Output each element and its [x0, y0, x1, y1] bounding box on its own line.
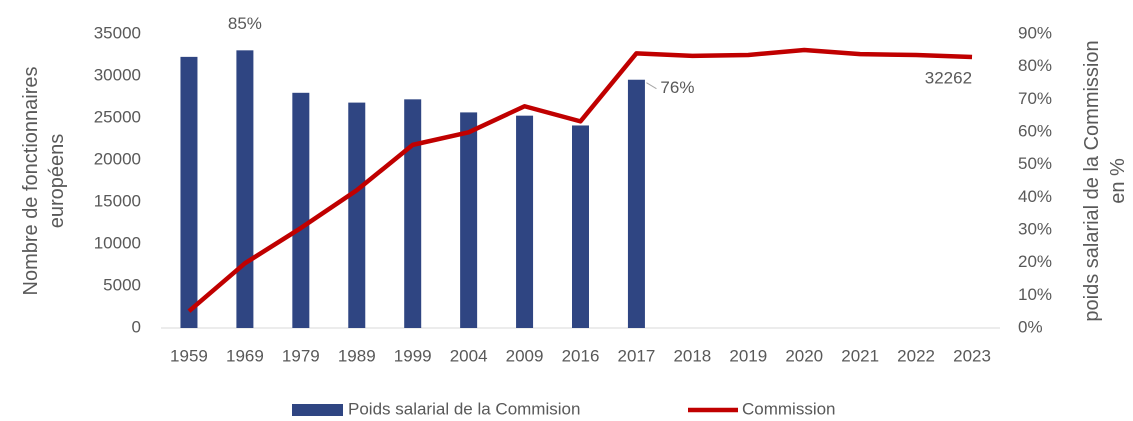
- bar: [236, 50, 254, 328]
- y-tick-label: 5000: [103, 275, 141, 294]
- y2-tick-label: 50%: [1018, 154, 1052, 173]
- x-tick-label: 2017: [618, 346, 656, 365]
- x-tick-label: 2023: [953, 346, 991, 365]
- x-tick-label: 2020: [785, 346, 823, 365]
- bar: [460, 112, 478, 329]
- x-tick-label: 1989: [338, 346, 376, 365]
- leader-line: [646, 82, 657, 90]
- y2-tick-label: 60%: [1018, 121, 1052, 140]
- y-axis-title-line: européens: [46, 134, 68, 229]
- y-tick-label: 0: [132, 317, 141, 336]
- x-tick-label: 2022: [897, 346, 935, 365]
- x-tick-label: 2019: [729, 346, 767, 365]
- bar: [572, 125, 589, 328]
- y2-tick-label: 0%: [1018, 317, 1043, 336]
- legend-swatch: [292, 404, 343, 416]
- y2-axis-title: poids salarial de la Commission en %: [1081, 40, 1129, 321]
- y2-tick-label: 80%: [1018, 56, 1052, 75]
- x-tick-label: 2021: [841, 346, 879, 365]
- x-tick-label: 1969: [226, 346, 264, 365]
- y-axis-title-line: Nombre de fonctionnaires: [20, 66, 42, 295]
- x-tick-label: 2016: [562, 346, 600, 365]
- x-tick-label: 2009: [506, 346, 544, 365]
- y2-tick-label: 30%: [1018, 219, 1052, 238]
- y-tick-label: 25000: [94, 107, 141, 126]
- y2-tick-label: 90%: [1018, 23, 1052, 42]
- y2-axis-title-line: en %: [1107, 158, 1129, 204]
- data-label: 85%: [228, 14, 262, 33]
- y2-tick-label: 20%: [1018, 252, 1052, 271]
- y2-axis-title-line: poids salarial de la Commission: [1081, 40, 1103, 321]
- y-tick-label: 10000: [94, 233, 141, 252]
- bar: [348, 102, 366, 328]
- y-tick-label: 30000: [94, 65, 141, 84]
- y-tick-label: 15000: [94, 191, 141, 210]
- data-label: 32262: [925, 68, 972, 87]
- y-axis-title: Nombre de fonctionnaires européens: [20, 66, 68, 295]
- y2-tick-label: 40%: [1018, 187, 1052, 206]
- bar: [292, 92, 310, 328]
- bar: [516, 115, 534, 329]
- y-tick-label: 20000: [94, 149, 141, 168]
- data-label: 76%: [660, 78, 694, 97]
- legend-label: Commission: [742, 399, 836, 418]
- x-tick-label: 1979: [282, 346, 320, 365]
- bar: [404, 99, 422, 328]
- y2-tick-label: 10%: [1018, 285, 1052, 304]
- x-tick-label: 2004: [450, 346, 488, 365]
- bar: [627, 79, 645, 328]
- x-tick-label: 1999: [394, 346, 432, 365]
- y-tick-label: 35000: [94, 23, 141, 42]
- line: [187, 47, 973, 313]
- x-tick-label: 2018: [673, 346, 711, 365]
- bar: [180, 56, 198, 328]
- legend-label: Poids salarial de la Commision: [348, 399, 580, 418]
- y2-tick-label: 70%: [1018, 89, 1052, 108]
- x-tick-label: 1959: [170, 346, 208, 365]
